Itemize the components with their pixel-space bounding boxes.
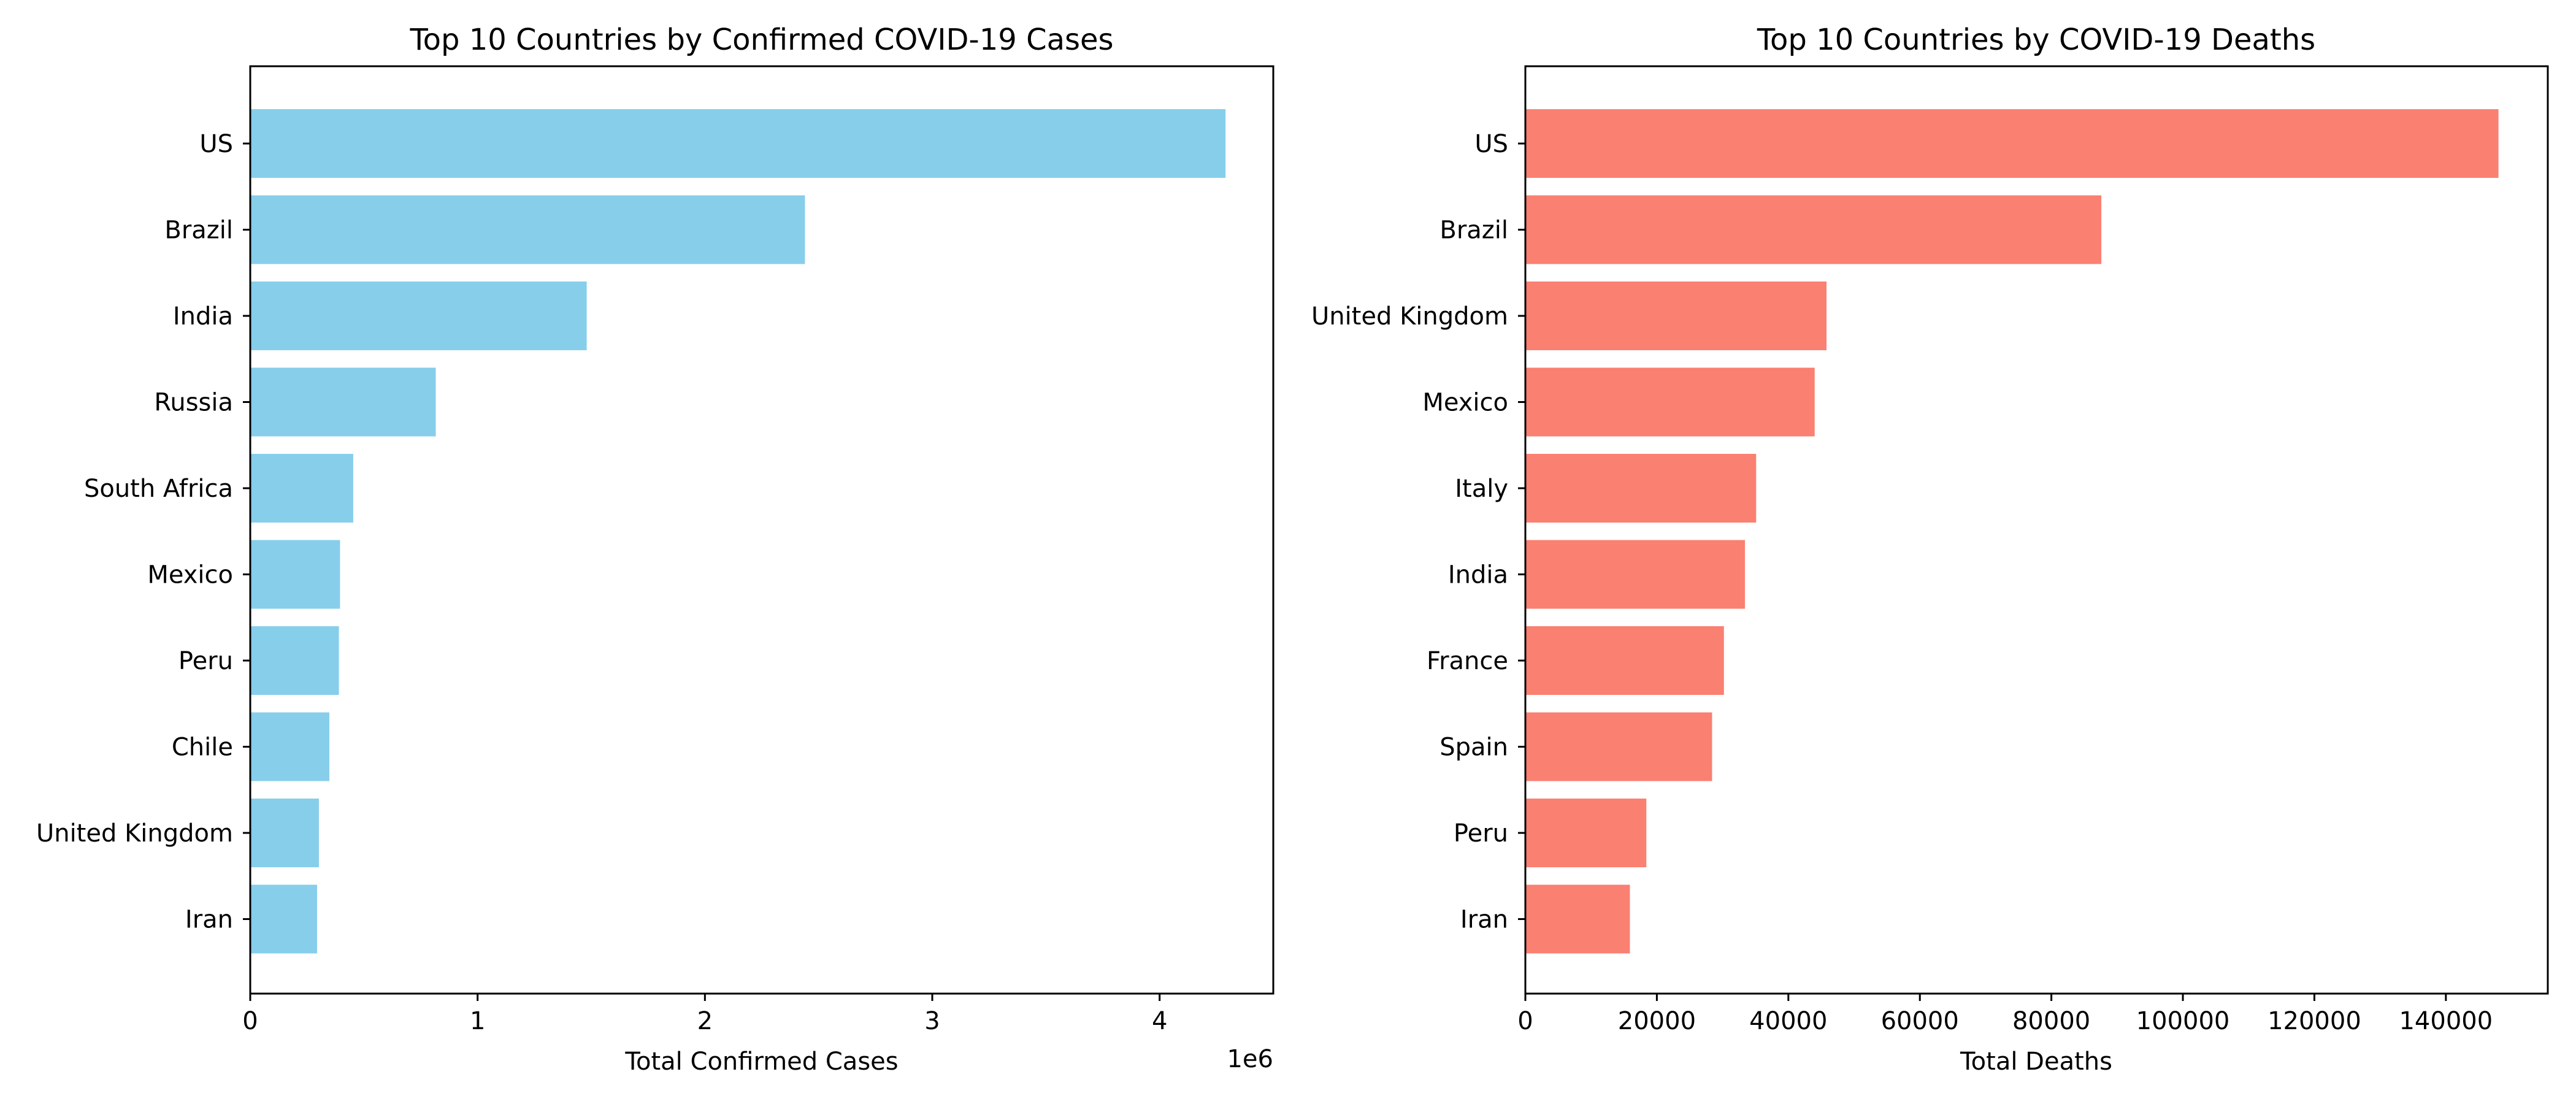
deaths-bar-mexico bbox=[1525, 367, 1815, 437]
cases-y-tick-label: Brazil bbox=[164, 217, 233, 245]
cases-y-tick-label: Chile bbox=[172, 734, 233, 762]
cases-bar-brazil bbox=[250, 195, 805, 264]
cases-bars bbox=[250, 109, 1226, 954]
deaths-bar-peru bbox=[1525, 799, 1647, 867]
deaths-bar-us bbox=[1525, 109, 2499, 178]
deaths-bar-india bbox=[1525, 540, 1746, 609]
deaths-x-tick-label: 80000 bbox=[2012, 1007, 2090, 1035]
deaths-bar-iran bbox=[1525, 884, 1630, 954]
cases-chart-panel: Top 10 Countries by Confirmed COVID-19 C… bbox=[36, 23, 1275, 1076]
deaths-y-tick-label: United Kingdom bbox=[1311, 302, 1508, 331]
deaths-x-tick-label: 100000 bbox=[2136, 1007, 2230, 1035]
cases-y-tick-label: United Kingdom bbox=[36, 819, 233, 848]
deaths-x-tick-label: 40000 bbox=[1749, 1007, 1827, 1035]
deaths-x-tick-label: 0 bbox=[1517, 1007, 1533, 1035]
deaths-y-tick-label: Spain bbox=[1439, 734, 1508, 762]
cases-bar-mexico bbox=[250, 540, 340, 609]
cases-y-tick-label: Peru bbox=[178, 647, 233, 675]
cases-bar-peru bbox=[250, 626, 339, 695]
deaths-y-tick-label: India bbox=[1448, 561, 1508, 589]
deaths-bar-spain bbox=[1525, 712, 1712, 781]
cases-x-tick-label: 4 bbox=[1152, 1007, 1167, 1035]
cases-x-scale-label: 1e6 bbox=[1227, 1045, 1273, 1073]
cases-x-tick-label: 0 bbox=[242, 1007, 258, 1035]
cases-y-ticks: US Brazil India Russia South Africa Mexico Per… bbox=[36, 130, 250, 934]
cases-bar-india bbox=[250, 282, 587, 350]
deaths-y-tick-label: Peru bbox=[1454, 819, 1508, 848]
deaths-chart-title: Top 10 Countries by COVID-19 Deaths bbox=[1757, 23, 2315, 57]
cases-y-tick-label: Mexico bbox=[147, 561, 233, 589]
deaths-y-tick-label: Italy bbox=[1455, 475, 1508, 503]
cases-bar-chile bbox=[250, 712, 329, 781]
deaths-x-tick-label: 60000 bbox=[1881, 1007, 1959, 1035]
cases-bar-us bbox=[250, 109, 1226, 178]
deaths-x-tick-label: 140000 bbox=[2399, 1007, 2493, 1035]
cases-bar-iran bbox=[250, 884, 317, 954]
deaths-y-tick-label: Brazil bbox=[1439, 217, 1508, 245]
cases-x-tick-label: 2 bbox=[697, 1007, 713, 1035]
deaths-bars bbox=[1525, 109, 2499, 954]
cases-y-tick-label: Iran bbox=[185, 906, 233, 934]
cases-bar-united-kingdom bbox=[250, 799, 319, 867]
deaths-y-tick-label: France bbox=[1427, 647, 1508, 675]
deaths-bar-united-kingdom bbox=[1525, 282, 1827, 350]
deaths-bar-france bbox=[1525, 626, 1724, 695]
cases-y-tick-label: South Africa bbox=[84, 475, 233, 503]
cases-x-axis-label: Total Confirmed Cases bbox=[624, 1048, 898, 1076]
cases-plot-frame bbox=[249, 65, 1275, 995]
cases-bar-russia bbox=[250, 367, 436, 437]
deaths-y-tick-label: Mexico bbox=[1422, 389, 1508, 417]
cases-chart-title: Top 10 Countries by Confirmed COVID-19 C… bbox=[409, 23, 1113, 57]
deaths-y-tick-label: Iran bbox=[1460, 906, 1508, 934]
deaths-x-ticks: 0 20000 40000 60000 80000 100000 120000 140000 bbox=[1517, 994, 2493, 1035]
cases-y-tick-label: US bbox=[199, 130, 233, 158]
cases-y-tick-label: India bbox=[173, 302, 233, 331]
deaths-plot-frame bbox=[1524, 65, 2549, 995]
deaths-x-tick-label: 20000 bbox=[1618, 1007, 1696, 1035]
deaths-x-axis-label: Total Deaths bbox=[1960, 1048, 2112, 1076]
cases-x-tick-label: 1 bbox=[470, 1007, 485, 1035]
deaths-x-tick-label: 120000 bbox=[2267, 1007, 2361, 1035]
cases-bar-south-africa bbox=[250, 454, 353, 523]
cases-y-tick-label: Russia bbox=[154, 389, 233, 417]
deaths-bar-italy bbox=[1525, 454, 1757, 523]
deaths-chart-panel: Top 10 Countries by COVID-19 Deaths US Br… bbox=[1311, 23, 2549, 1076]
deaths-y-ticks: US Brazil United Kingdom Mexico Italy India Fr… bbox=[1311, 130, 1525, 934]
cases-x-tick-label: 3 bbox=[924, 1007, 940, 1035]
deaths-bar-brazil bbox=[1525, 195, 2102, 264]
deaths-y-tick-label: US bbox=[1474, 130, 1508, 158]
cases-x-ticks: 0 1 2 3 4 bbox=[242, 994, 1167, 1035]
